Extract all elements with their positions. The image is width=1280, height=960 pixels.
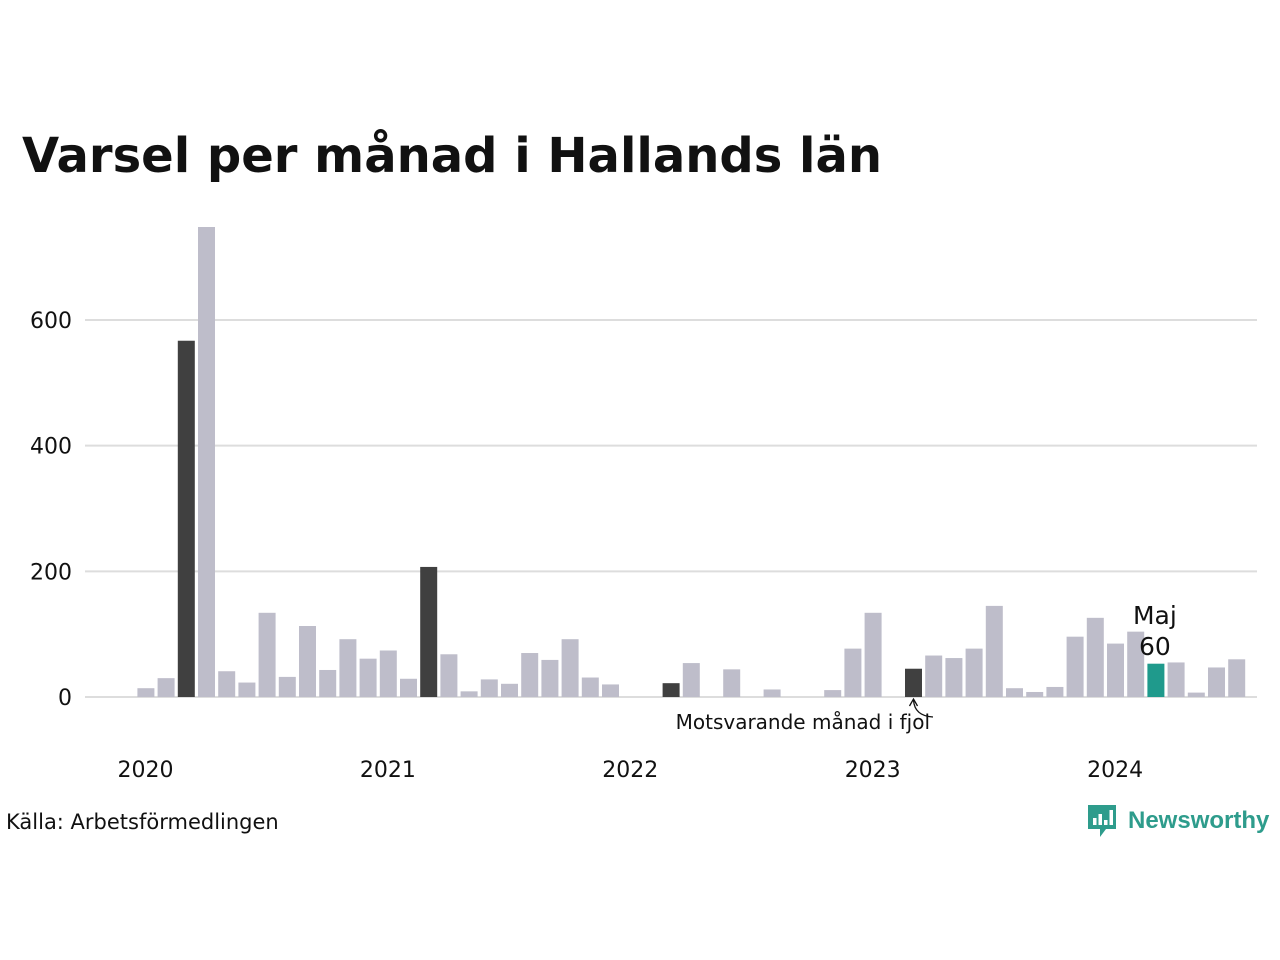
bar-56 <box>1228 659 1246 697</box>
bar-2 <box>137 688 155 697</box>
bar-46 <box>1026 691 1044 697</box>
bar-41 <box>925 655 943 697</box>
bar-54 <box>1187 692 1205 697</box>
bar-49 <box>1086 617 1104 697</box>
bar-52 <box>1147 663 1165 697</box>
current-month-value: 60 <box>1139 632 1171 661</box>
bar-21 <box>521 653 539 697</box>
bar-23 <box>561 639 579 697</box>
x-tick-label-2022: 2022 <box>602 758 658 783</box>
annotation-arrow-head <box>908 697 919 707</box>
y-tick-label-0: 0 <box>58 686 72 711</box>
bar-12 <box>339 639 357 697</box>
bar-33 <box>763 689 781 697</box>
x-tick-label-2020: 2020 <box>118 758 174 783</box>
y-tick-label-400: 400 <box>30 435 72 460</box>
bar-45 <box>1006 688 1023 697</box>
bar-51 <box>1127 631 1145 697</box>
bar-15 <box>400 678 417 697</box>
newsworthy-logo: Newsworthy <box>1086 803 1269 839</box>
bar-10 <box>299 625 316 697</box>
bar-50 <box>1107 643 1124 697</box>
bar-5 <box>198 227 215 698</box>
bars <box>137 227 1246 698</box>
bar-20 <box>501 683 518 697</box>
bar-17 <box>440 654 458 697</box>
newsworthy-logo-text: Newsworthy <box>1128 807 1270 834</box>
bar-8 <box>258 612 276 697</box>
bar-48 <box>1066 636 1084 697</box>
bar-25 <box>602 684 619 697</box>
y-axis-tick-labels: 0 200 400 600 <box>30 309 72 711</box>
bar-22 <box>541 659 559 697</box>
bar-44 <box>985 605 1003 697</box>
bar-13 <box>359 658 377 697</box>
bar-3 <box>157 678 175 697</box>
bar-9 <box>278 676 296 697</box>
bar-55 <box>1208 667 1225 697</box>
bar-7 <box>238 682 256 697</box>
bar-24 <box>581 677 599 697</box>
x-tick-label-2021: 2021 <box>360 758 416 783</box>
same-month-last-year-label: Motsvarande månad i fjol <box>676 710 930 734</box>
annotation-arrow-line <box>912 699 934 718</box>
bar-19 <box>480 679 498 697</box>
bar-38 <box>864 612 882 697</box>
newsworthy-logo-icon <box>1088 805 1116 837</box>
bar-28 <box>662 683 680 697</box>
source-label: Källa: Arbetsförmedlingen <box>6 810 279 834</box>
bar-11 <box>319 669 337 697</box>
current-month-label: Maj <box>1133 601 1177 630</box>
bar-37 <box>844 648 862 697</box>
y-tick-label-200: 200 <box>30 560 72 585</box>
x-axis-tick-labels: 2020 2021 2022 2023 2024 <box>118 758 1144 783</box>
chart-title: Varsel per månad i Hallands län <box>22 128 883 184</box>
y-tick-label-600: 600 <box>30 309 72 334</box>
bar-43 <box>965 648 983 697</box>
bar-29 <box>682 663 700 697</box>
x-tick-label-2023: 2023 <box>845 758 901 783</box>
x-tick-label-2024: 2024 <box>1087 758 1143 783</box>
bar-14 <box>379 650 397 697</box>
bar-36 <box>824 690 842 697</box>
bar-6 <box>218 671 236 697</box>
bar-42 <box>945 658 963 697</box>
bar-18 <box>460 691 478 697</box>
bar-53 <box>1167 662 1185 697</box>
bar-4 <box>177 340 195 697</box>
bar-31 <box>723 669 741 697</box>
bar-40 <box>905 668 922 697</box>
bar-16 <box>420 566 438 697</box>
bar-47 <box>1046 686 1064 697</box>
